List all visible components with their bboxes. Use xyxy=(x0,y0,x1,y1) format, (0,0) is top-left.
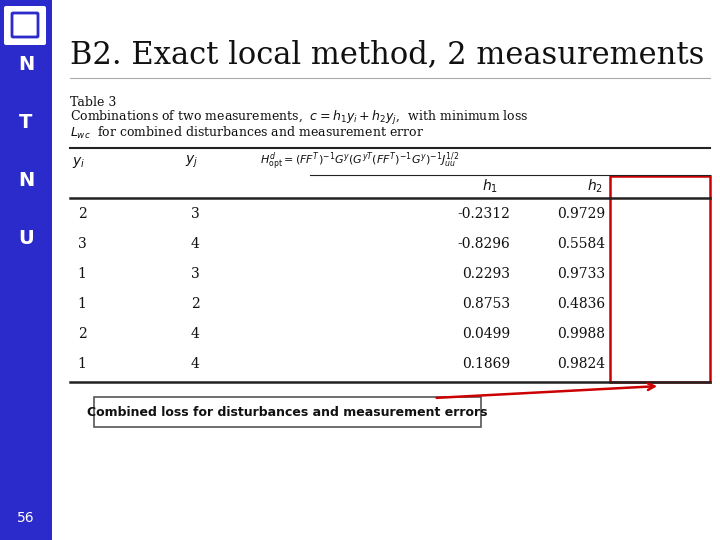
Text: 1: 1 xyxy=(78,267,86,281)
Text: B2. Exact local method, 2 measurements: B2. Exact local method, 2 measurements xyxy=(70,39,704,71)
Text: $y_i$: $y_i$ xyxy=(72,154,85,170)
Text: U: U xyxy=(18,230,34,248)
Text: 0.8753: 0.8753 xyxy=(462,297,510,311)
Text: 0.1869: 0.1869 xyxy=(462,357,510,371)
Text: 3: 3 xyxy=(191,207,199,221)
Bar xyxy=(610,176,710,382)
FancyBboxPatch shape xyxy=(4,6,46,45)
Text: Table 3: Table 3 xyxy=(70,96,117,109)
Text: $H^d_{\rm opt} = (FF^T)^{-1}G^y(G^{yT}(FF^T)^{-1}G^y)^{-1}J^{1/2}_{uu}$: $H^d_{\rm opt} = (FF^T)^{-1}G^y(G^{yT}(F… xyxy=(261,151,459,173)
Text: $h_1$: $h_1$ xyxy=(482,177,498,195)
Text: 0.2293: 0.2293 xyxy=(462,267,510,281)
Text: -0.2312: -0.2312 xyxy=(457,207,510,221)
Text: 4: 4 xyxy=(191,237,199,251)
Text: $y_j$: $y_j$ xyxy=(185,154,198,170)
Text: 56: 56 xyxy=(17,511,35,525)
Text: 4: 4 xyxy=(191,357,199,371)
Text: 1: 1 xyxy=(78,297,86,311)
Text: 3: 3 xyxy=(191,267,199,281)
Text: 0.9824: 0.9824 xyxy=(557,357,605,371)
Text: 2: 2 xyxy=(191,297,199,311)
Text: 0.5584: 0.5584 xyxy=(557,237,605,251)
Text: $L_{wc}$  for combined disturbances and measurement error: $L_{wc}$ for combined disturbances and m… xyxy=(70,125,424,141)
Text: Combinations of two measurements,  $c = h_1 y_i + h_2 y_j$,  with minimum loss: Combinations of two measurements, $c = h… xyxy=(70,109,528,127)
FancyBboxPatch shape xyxy=(94,397,481,427)
Text: 3: 3 xyxy=(78,237,86,251)
Text: 4: 4 xyxy=(191,327,199,341)
Text: $h_2$: $h_2$ xyxy=(587,177,603,195)
Text: N: N xyxy=(18,56,34,75)
Text: 2: 2 xyxy=(78,327,86,341)
Text: 1: 1 xyxy=(78,357,86,371)
Text: N: N xyxy=(18,172,34,191)
Bar xyxy=(0,0,52,540)
Text: 0.9729: 0.9729 xyxy=(557,207,605,221)
Text: 0.4836: 0.4836 xyxy=(557,297,605,311)
Text: 2: 2 xyxy=(78,207,86,221)
Text: T: T xyxy=(19,113,32,132)
Text: 0.9733: 0.9733 xyxy=(557,267,605,281)
Text: 0.0499: 0.0499 xyxy=(462,327,510,341)
Text: 0.9988: 0.9988 xyxy=(557,327,605,341)
Text: -0.8296: -0.8296 xyxy=(457,237,510,251)
Text: Combined loss for disturbances and measurement errors: Combined loss for disturbances and measu… xyxy=(87,406,487,419)
